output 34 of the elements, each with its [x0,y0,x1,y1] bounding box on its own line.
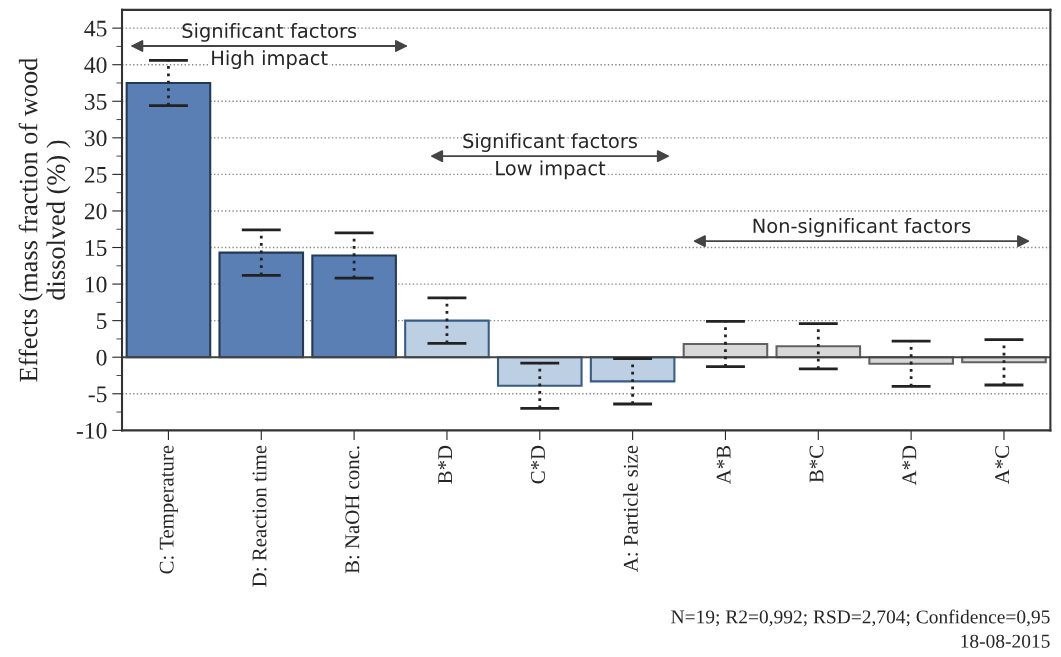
y-tick-label: 15 [85,240,107,256]
bar [589,356,676,383]
y-tick-label: -10 [76,422,107,439]
x-tick-label: C: Temperature [159,445,178,574]
y-tick-label: 5 [97,313,107,330]
y-tick-label: 30 [84,130,107,147]
y-tick-label: 40 [84,57,107,74]
text: N=19; R2=0,992; RSD=2,704; Confidence=0,95 [671,609,1050,627]
text: 18-08-2015 [961,634,1050,648]
x-tick-label: A*D [902,445,917,486]
bar [311,254,397,359]
annotation: Significant factors Low impact [463,133,637,180]
bar [404,319,490,359]
y-tick-label: -5 [88,386,107,403]
annotation: Significant factors High impact [182,22,357,70]
x-tick-label: C*D [531,445,545,484]
annotation: Non-significant factors [753,218,971,237]
x-tick-label: D: Reaction time [252,445,267,587]
x-tick-label: A*C [995,446,1010,485]
x-tick-label: B*C [809,446,824,483]
bar [218,251,305,359]
y-tick-label: 10 [85,276,107,293]
y-axis-title: Effects (mass fraction of wood dissolved (%) ) [18,57,71,382]
y-tick-label: 35 [84,93,107,110]
bar [125,81,212,359]
x-tick-label: A: Particle size [623,445,638,572]
y-tick-label: 25 [84,166,107,183]
bar [496,356,583,387]
y-tick-label: 20 [84,203,107,220]
y-tick-label: 0 [96,349,107,366]
y-tick-label: 45 [84,20,107,37]
x-tick-label: B*D [438,445,453,484]
x-tick-label: B: NaOH conc. [345,446,360,574]
x-tick-label: A*B [716,445,731,485]
